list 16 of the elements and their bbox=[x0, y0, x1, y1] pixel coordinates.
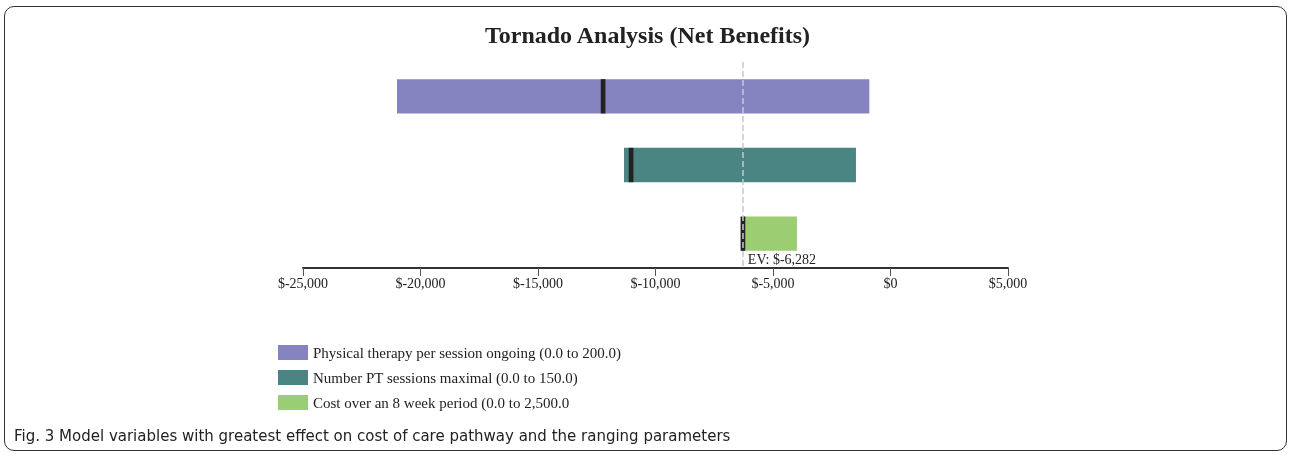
x-tick-label: $-20,000 bbox=[395, 275, 446, 291]
x-tick-label: $-10,000 bbox=[630, 275, 681, 291]
x-tick-label: $-25,000 bbox=[277, 275, 329, 291]
chart-title: Tornado Analysis (Net Benefits) bbox=[484, 22, 811, 48]
x-tick-label: $5,000 bbox=[988, 275, 1028, 291]
x-tick-label: $-5,000 bbox=[751, 275, 795, 291]
bar bbox=[742, 216, 797, 251]
ref-line-label: EV: $-6,282 bbox=[747, 251, 817, 267]
legend-label: Cost over an 8 week period (0.0 to 2,500.0 bbox=[313, 394, 570, 412]
x-tick-label: $-15,000 bbox=[512, 275, 564, 291]
legend-label: Physical therapy per session ongoing (0.0 to 200.0) bbox=[313, 344, 621, 362]
x-tick-label: $0 bbox=[883, 275, 898, 291]
legend-label: Number PT sessions maximal (0.0 to 150.0) bbox=[313, 369, 578, 387]
caption: Fig. 3 Model variables with greatest effect on cost of care pathway and the ranging parameters bbox=[14, 426, 731, 445]
bar bbox=[397, 79, 870, 114]
bar bbox=[624, 147, 856, 183]
